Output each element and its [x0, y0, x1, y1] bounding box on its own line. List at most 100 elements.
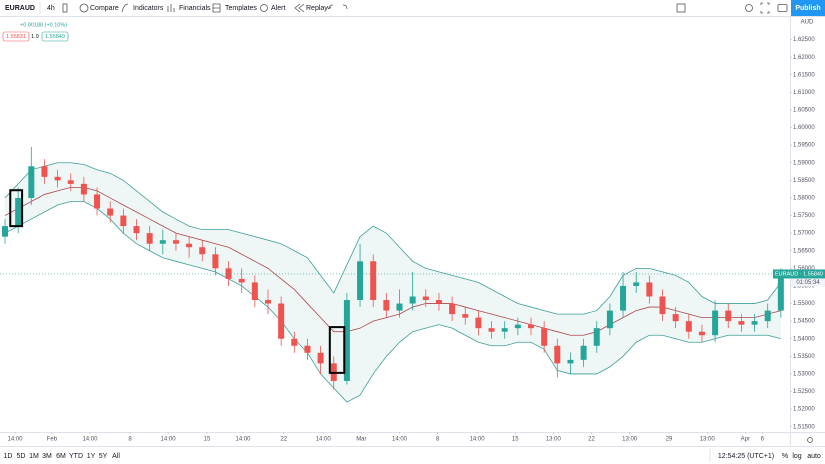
x-tick-label: 6	[761, 437, 765, 443]
auto-toggle[interactable]: auto	[807, 453, 821, 460]
bollinger-upper	[4, 162, 782, 315]
currency: AUD	[801, 20, 814, 26]
ask[interactable]: 1.55849	[45, 34, 65, 40]
replay[interactable]: Replay	[306, 5, 328, 12]
candle-body	[238, 278, 245, 283]
candle-body	[15, 197, 22, 227]
indicators[interactable]: Indicators	[133, 5, 164, 12]
percent-toggle[interactable]: %	[782, 453, 788, 460]
range-button[interactable]: 5D	[17, 453, 26, 460]
snapshot-icon[interactable]	[777, 4, 788, 12]
x-tick-label: 14:00	[82, 437, 98, 443]
candle-body	[488, 328, 495, 332]
x-tick-label: 15	[204, 437, 211, 443]
price-change: +0.00188 (+0.10%)	[20, 22, 67, 28]
y-tick-label: 1.54500	[793, 319, 815, 325]
x-tick-label: 22	[588, 437, 595, 443]
range-button[interactable]: 3M	[42, 453, 52, 460]
range-button[interactable]: 5Y	[99, 453, 108, 460]
y-tick-label: 1.56500	[793, 248, 815, 254]
x-tick-label: 14:00	[236, 437, 252, 443]
alert[interactable]: Alert	[271, 5, 285, 12]
compare-icon[interactable]	[79, 3, 89, 13]
indicators-icon[interactable]	[121, 3, 129, 13]
candle-body	[343, 300, 350, 381]
candle-body	[107, 208, 114, 216]
axis-settings[interactable]	[807, 437, 813, 443]
y-tick-label: 1.57500	[793, 213, 815, 219]
candle-body	[528, 324, 534, 329]
candle-body	[304, 345, 311, 353]
candle-body	[396, 303, 403, 311]
y-tick-label: 1.58000	[793, 196, 815, 202]
candle-body	[278, 303, 285, 339]
x-tick-label: Apr	[741, 437, 750, 443]
candle-body	[501, 328, 508, 332]
alert-icon[interactable]	[260, 4, 268, 12]
candle-body	[633, 282, 640, 286]
last-price-tag	[773, 269, 825, 279]
settings-icon[interactable]	[745, 4, 753, 12]
candle-body	[212, 254, 219, 269]
candle-body	[606, 310, 613, 329]
range-button[interactable]: 6M	[56, 453, 66, 460]
highlight-box	[9, 189, 24, 228]
bid-box[interactable]	[2, 31, 30, 42]
log-toggle[interactable]: log	[792, 453, 801, 460]
candle-body	[672, 314, 679, 322]
y-tick-label: 1.61500	[793, 72, 815, 78]
range-button[interactable]: YTD	[69, 453, 83, 460]
candle-body	[2, 226, 8, 237]
y-tick-label: 1.55000	[793, 301, 815, 307]
candle-body	[620, 285, 627, 311]
x-tick-label: 8	[436, 437, 440, 443]
y-tick-label: 1.56000	[793, 266, 815, 272]
range-button[interactable]: All	[112, 453, 120, 460]
x-tick-label: 13:00	[622, 437, 638, 443]
candle-body	[80, 183, 87, 195]
candle-body	[172, 240, 179, 244]
candle-body	[251, 282, 258, 301]
templates[interactable]: Templates	[225, 5, 257, 12]
symbol[interactable]: EURAUD	[5, 5, 35, 12]
y-tick-label: 1.58500	[793, 178, 815, 184]
undo[interactable]	[326, 4, 334, 10]
y-tick-label: 1.59000	[793, 160, 815, 166]
replay-icon[interactable]	[294, 3, 305, 13]
range-button[interactable]: 1M	[29, 453, 39, 460]
candle-body	[120, 215, 127, 227]
bollinger-lower	[4, 201, 781, 403]
countdown: 01:05:34	[796, 280, 820, 286]
redo[interactable]	[342, 4, 348, 10]
fullscreen-icon[interactable]	[760, 2, 770, 14]
financials-icon[interactable]	[167, 4, 175, 12]
candle-body	[225, 268, 232, 279]
x-tick-label: 13:00	[546, 437, 562, 443]
candle-body	[646, 282, 653, 297]
financials[interactable]: Financials	[179, 5, 211, 12]
range-button[interactable]: 1D	[4, 453, 13, 460]
chart-style-icon[interactable]	[62, 3, 68, 13]
candle-body	[383, 300, 390, 311]
layout-icon[interactable]	[676, 3, 686, 13]
candle-body	[146, 233, 153, 244]
ask-box[interactable]	[41, 31, 69, 42]
x-tick-label: 14:00	[161, 437, 177, 443]
candle-body	[764, 310, 771, 322]
publish-button[interactable]	[791, 0, 825, 16]
range-button[interactable]: 1Y	[87, 453, 96, 460]
candle-body	[580, 345, 587, 360]
candle-body	[554, 345, 561, 364]
bid[interactable]: 1.55831	[6, 34, 26, 40]
spread: 1.9	[31, 34, 39, 40]
candle-body	[41, 166, 48, 177]
x-tick-label: Mar	[356, 437, 366, 443]
candle-body	[777, 273, 784, 311]
y-tick-label: 1.51500	[793, 424, 815, 430]
interval[interactable]: 4h	[47, 5, 55, 12]
candle-body	[422, 296, 429, 301]
publish-label[interactable]: Publish	[795, 5, 820, 12]
templates-icon[interactable]	[212, 3, 221, 13]
compare[interactable]: Compare	[90, 5, 119, 12]
